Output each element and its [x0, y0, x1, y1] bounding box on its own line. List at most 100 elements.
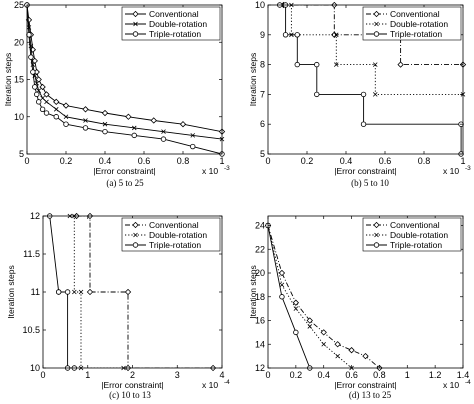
x-tick-label: 0	[40, 370, 45, 380]
legend-marker	[373, 31, 380, 37]
data-point	[279, 294, 285, 300]
legend-label: Double-rotation	[390, 230, 448, 240]
y-tick-label: 22	[255, 244, 265, 254]
y-tick-label: 8	[260, 60, 265, 70]
data-point	[31, 57, 38, 65]
panel-caption: (a) 5 to 25	[106, 178, 144, 188]
legend-label: Triple-rotation	[390, 240, 442, 250]
data-point	[63, 114, 69, 120]
chart-panel-2: 0 0.2 0.4 0.6 0.8 1 5 6 7 8 9 10 |Error constraint| I…	[248, 0, 471, 188]
y-axis-label: Iteration steps	[248, 53, 258, 106]
legend-label: Conventional	[149, 220, 199, 230]
x-axis-label: |Error constraint|	[334, 166, 397, 176]
x-tick-label: 3	[175, 370, 180, 380]
plot-frame	[267, 215, 464, 369]
y-axis-label: Iteration steps	[6, 265, 16, 318]
data-point	[43, 110, 50, 116]
x-tick-label: 0.6	[345, 370, 358, 380]
data-point	[397, 61, 404, 68]
x-tick-label: 0.6	[138, 156, 151, 166]
data-point	[55, 289, 62, 295]
y-tick-label: 25	[14, 0, 24, 10]
data-point	[39, 83, 46, 91]
y-tick-label: 20	[14, 37, 24, 47]
data-point	[307, 324, 313, 329]
data-point	[35, 76, 42, 83]
x-multiplier: x 10	[202, 380, 218, 390]
data-point	[78, 289, 84, 295]
panel-caption: (d) 13 to 25	[349, 390, 392, 400]
y-tick-label: 5	[19, 149, 24, 159]
x-tick-label: 0.6	[379, 156, 392, 166]
data-point	[161, 129, 166, 134]
data-point	[292, 299, 300, 306]
y-tick-label: 20	[255, 268, 265, 278]
data-point	[36, 99, 42, 105]
data-point	[334, 341, 341, 348]
data-point	[125, 113, 132, 120]
series-line-2	[281, 5, 463, 95]
x-multiplier: x 10	[443, 166, 459, 176]
data-point	[293, 329, 299, 336]
x-tick-label: 0	[265, 156, 270, 166]
y-tick-label: 7	[260, 89, 265, 99]
data-point	[43, 91, 50, 98]
data-point	[131, 132, 137, 139]
data-point	[30, 69, 36, 75]
legend-marker	[133, 21, 138, 27]
x-axis-label: |Error constraint|	[93, 166, 156, 176]
x-tick-label: 0.4	[317, 370, 330, 380]
x-multiplier: x 10	[202, 166, 218, 176]
data-point	[102, 128, 108, 135]
x-tick-label: 0.2	[290, 370, 303, 380]
y-tick-label: 12	[30, 211, 40, 221]
x-multiplier-exponent: -4	[465, 379, 471, 386]
data-point	[150, 117, 157, 124]
x-multiplier: x 10	[443, 380, 459, 390]
x-multiplier-exponent: -4	[224, 379, 230, 386]
legend-marker	[132, 10, 139, 18]
data-point	[83, 118, 88, 123]
x-tick-label: 0.8	[373, 370, 386, 380]
legend-label: Double-rotation	[390, 19, 448, 29]
x-tick-label: 1.4	[457, 370, 470, 380]
data-point	[278, 269, 286, 277]
data-point	[294, 61, 300, 68]
data-point	[360, 121, 367, 127]
legend-label: Conventional	[149, 9, 199, 19]
data-point	[131, 125, 137, 131]
data-point	[62, 102, 70, 109]
series-line-2	[69, 216, 124, 368]
legend-label: Conventional	[390, 220, 440, 230]
legend-box	[362, 6, 462, 41]
panel-caption: (b) 5 to 10	[351, 178, 389, 188]
y-axis-label: Iteration steps	[248, 265, 258, 318]
data-point	[160, 136, 167, 142]
legend-label: Triple-rotation	[149, 29, 201, 39]
data-point	[331, 31, 338, 38]
y-tick-label: 16	[255, 316, 265, 326]
data-point	[333, 62, 339, 67]
data-point	[360, 91, 367, 98]
data-point	[333, 32, 339, 38]
y-axis-label: Iteration steps	[3, 53, 13, 106]
y-tick-label: 14	[255, 339, 265, 349]
y-tick-label: 11.5	[23, 249, 40, 259]
x-tick-label: 0.4	[340, 156, 353, 166]
y-tick-label: 9	[260, 30, 265, 40]
y-tick-label: 11	[31, 287, 40, 297]
series-line-3	[49, 216, 75, 368]
data-point	[179, 121, 187, 128]
data-point	[294, 32, 300, 38]
data-point	[63, 121, 69, 127]
x-tick-label: 0.2	[301, 156, 314, 166]
x-tick-label: 0	[265, 370, 270, 380]
x-tick-label: 1	[85, 370, 90, 380]
legend-box	[362, 217, 462, 252]
data-point	[53, 107, 59, 112]
series-line-3	[268, 225, 311, 368]
x-axis-label: |Error constraint|	[101, 380, 164, 390]
data-point	[335, 353, 340, 359]
data-point	[190, 133, 196, 138]
